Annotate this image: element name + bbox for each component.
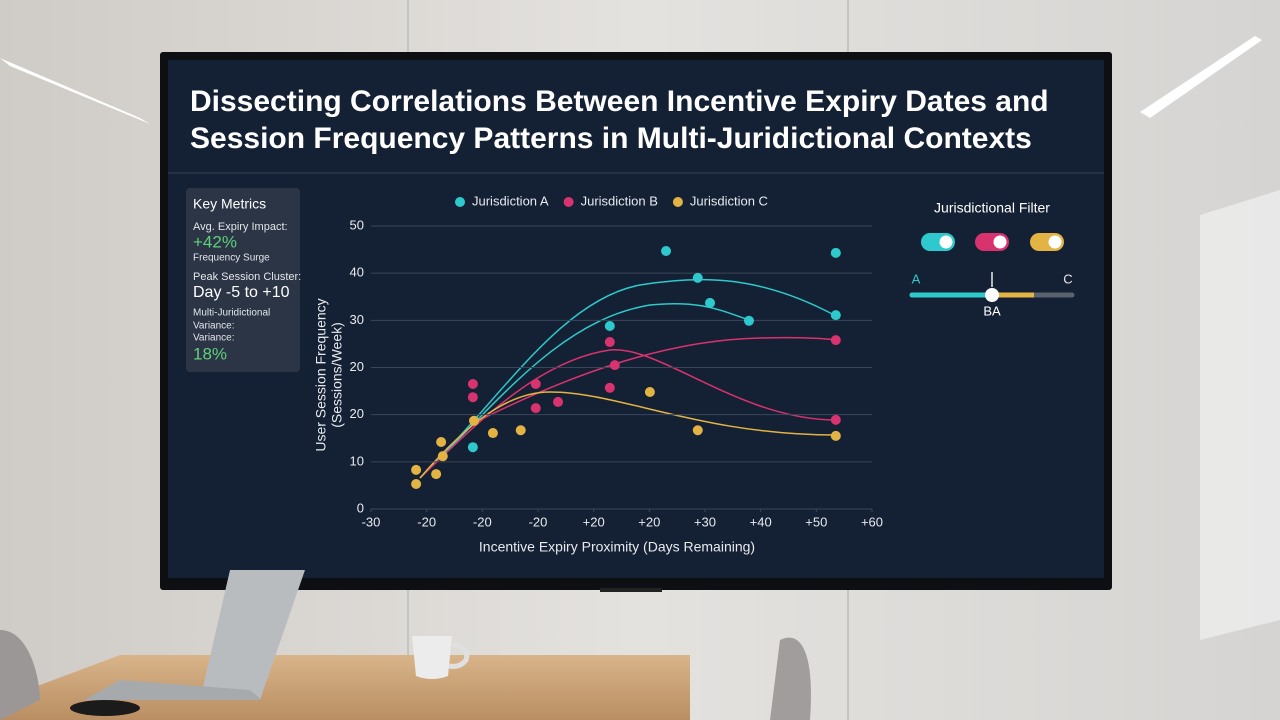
laptop-screen [200, 570, 305, 700]
slider-label: A [912, 271, 921, 286]
toggle-knob [993, 235, 1007, 249]
y-tick-label: 50 [350, 217, 364, 232]
metric-label: Multi-Juridictional [193, 308, 270, 319]
x-axis-label: Incentive Expiry Proximity (Days Remaini… [479, 539, 755, 555]
y-tick-label: 30 [350, 312, 364, 327]
metric-value: +42% [193, 232, 237, 251]
data-point [468, 415, 479, 426]
screen [168, 60, 1104, 578]
mug-handle [448, 642, 470, 669]
x-tick-label: -20 [529, 514, 548, 529]
toggle-knob [939, 235, 953, 249]
data-point [830, 414, 841, 425]
legend-label[interactable]: Jurisdiction C [690, 193, 768, 208]
x-tick-label: +20 [638, 514, 660, 529]
data-point [487, 428, 498, 439]
data-point [604, 382, 615, 393]
trend-curve [419, 278, 837, 479]
slider[interactable] [909, 288, 1075, 302]
filter-title: Jurisdictional Filter [934, 200, 1050, 216]
metric-label: Peak Session Cluster: [193, 271, 301, 283]
data-point [467, 392, 478, 403]
title-line: Dissecting Correlations Between Incentiv… [190, 85, 1049, 118]
metric-label: Variance: [193, 321, 235, 332]
data-point [609, 360, 620, 371]
data-point [530, 403, 541, 414]
ceiling-light [1140, 36, 1262, 118]
slider-value: BA [983, 303, 1001, 318]
slider-knob[interactable] [985, 288, 999, 302]
data-point [411, 479, 422, 490]
metric-value: 18% [193, 344, 227, 363]
data-point [705, 297, 716, 308]
data-point [830, 310, 841, 321]
y-tick-label: 40 [350, 265, 364, 280]
y-tick-label: 10 [350, 453, 364, 468]
metrics-title: Key Metrics [193, 196, 266, 212]
y-tick-label: 20 [350, 406, 364, 421]
data-point [692, 425, 703, 436]
slider-label: C [1063, 271, 1072, 286]
legend-label[interactable]: Jurisdiction A [472, 193, 549, 208]
y-axis-label: User Session Frequency [313, 298, 329, 451]
x-tick-label: -20 [473, 514, 492, 529]
data-point [431, 469, 442, 480]
data-point [604, 337, 615, 348]
mouse [70, 700, 140, 716]
x-tick-label: +50 [805, 514, 827, 529]
data-point [467, 379, 478, 390]
metric-label: Avg. Expiry Impact: [193, 221, 288, 233]
x-tick-label: +60 [861, 514, 883, 529]
x-tick-label: +40 [750, 514, 772, 529]
toggle-group [921, 233, 1064, 251]
data-point [692, 272, 703, 283]
y-tick-label: 20 [350, 359, 364, 374]
data-point [436, 437, 447, 448]
data-point [530, 379, 541, 390]
chair [770, 637, 811, 720]
legend-swatch [455, 197, 465, 207]
trend-curve [419, 391, 837, 479]
laptop-base [84, 680, 262, 700]
data-point [661, 245, 672, 256]
toggle-knob [1048, 235, 1062, 249]
data-point [644, 387, 655, 398]
legend-swatch [672, 197, 683, 207]
x-tick-label: +30 [694, 514, 716, 529]
legend-swatch [563, 197, 574, 207]
data-point [830, 335, 841, 346]
window-glare [1200, 190, 1280, 640]
data-point [830, 247, 841, 258]
data-point [830, 430, 841, 441]
title-line: Session Frequency Patterns in Multi-Juri… [190, 122, 1032, 155]
y-axis-label: (Sessions/Week) [329, 322, 345, 428]
metric-label: Frequency Surge [193, 253, 270, 264]
data-point [411, 464, 422, 475]
table [0, 655, 690, 720]
tv-stand [600, 588, 662, 592]
metric-value: Day -5 to +10 [193, 284, 290, 301]
data-point [437, 451, 448, 462]
chair [0, 630, 40, 720]
data-point [604, 320, 615, 331]
data-point [743, 315, 754, 326]
metrics-panel [186, 188, 300, 372]
data-point [467, 442, 478, 453]
x-tick-label: -30 [362, 514, 381, 529]
legend-label[interactable]: Jurisdiction B [581, 193, 658, 208]
data-point [515, 425, 526, 436]
x-tick-label: +20 [583, 514, 605, 529]
data-point [553, 396, 564, 407]
metric-label: Variance: [193, 333, 235, 344]
mug [412, 636, 452, 679]
chart: Incentive Expiry Proximity (Days Remaini… [313, 193, 883, 554]
x-tick-label: -20 [417, 514, 436, 529]
ceiling-light [0, 58, 150, 124]
y-tick-label: 0 [357, 500, 364, 515]
